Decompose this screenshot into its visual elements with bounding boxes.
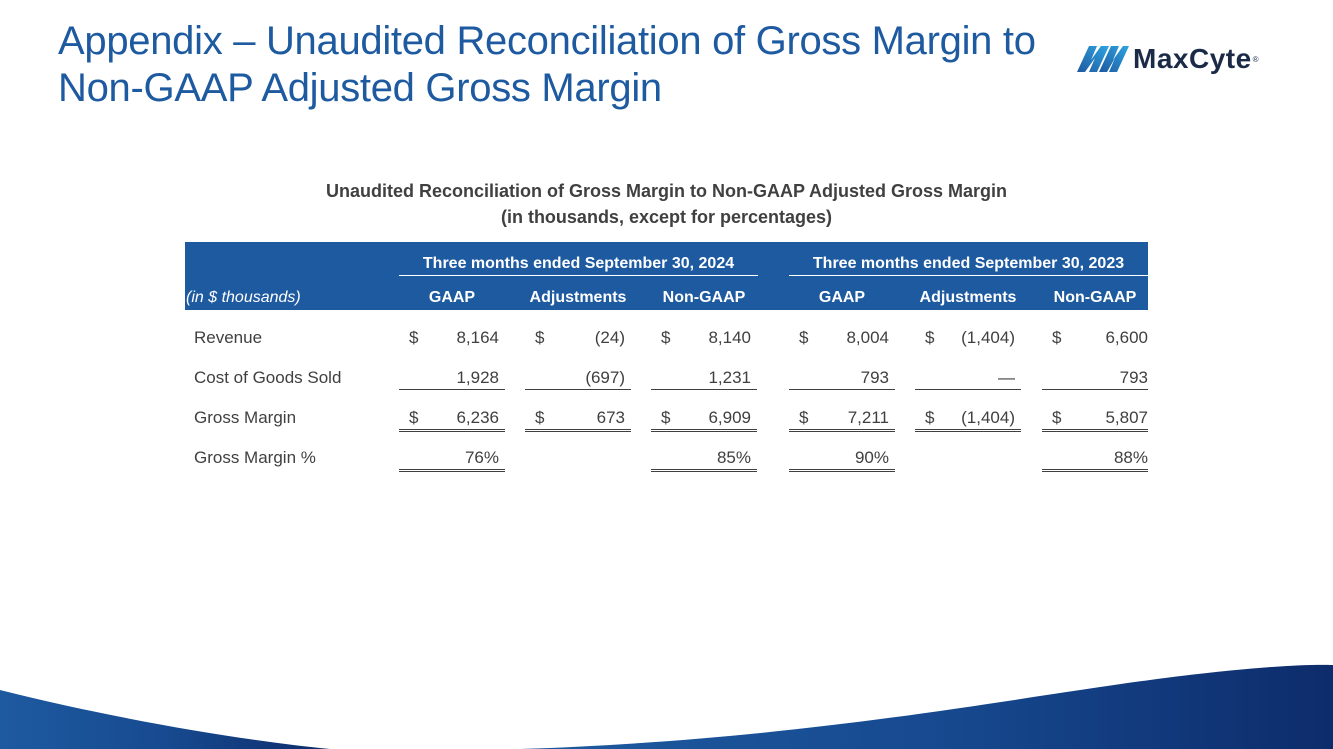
table-header-band [185, 242, 1148, 310]
table-cell: 85% [651, 447, 757, 472]
table-cell: 793 [789, 367, 895, 390]
units-label: (in $ thousands) [186, 289, 301, 306]
column-header-gaap-2023: GAAP [818, 289, 866, 306]
table-cell: $8,164 [409, 328, 499, 347]
table-cell: $6,236 [399, 407, 505, 432]
table-cell: 1,231 [651, 367, 757, 390]
maxcyte-logo-icon [1077, 46, 1129, 72]
table-caption-title: Unaudited Reconciliation of Gross Margin… [325, 181, 1008, 201]
maxcyte-logo: MaxCyte ® [1077, 42, 1259, 76]
table-cell: $8,004 [799, 328, 889, 347]
table-cell: $ (24) [535, 328, 625, 347]
period-header-2024: Three months ended September 30, 2024 [399, 254, 758, 276]
table-caption: Unaudited Reconciliation of Gross Margin… [185, 178, 1148, 230]
logo-wordmark: MaxCyte [1133, 43, 1252, 74]
table-cell [525, 447, 631, 469]
table-cell: $8,140 [661, 328, 751, 347]
table-cell: $673 [525, 407, 631, 432]
row-label-gross-margin: Gross Margin [194, 408, 297, 427]
table-cell: 88% [1042, 447, 1148, 472]
table-cell: $6,600 [1052, 328, 1148, 347]
column-header-adjustments-2024: Adjustments [529, 289, 627, 306]
table-cell: $7,211 [789, 407, 895, 432]
row-label-cost-of-goods-sold: Cost of Goods Sold [194, 368, 342, 387]
table-cell [915, 447, 1021, 469]
slide-title: Appendix – Unaudited Reconciliation of G… [58, 18, 1058, 112]
table-cell: $6,909 [651, 407, 757, 432]
table-cell: $ (1,404) [925, 328, 1015, 347]
table-cell: 1,928 [399, 367, 505, 390]
table-cell: — [915, 367, 1021, 390]
table-cell: 76% [399, 447, 505, 472]
column-header-adjustments-2023: Adjustments [919, 289, 1017, 306]
row-label-gross-margin-percent: Gross Margin % [194, 448, 316, 467]
table-cell: $ (1,404) [915, 407, 1021, 432]
row-label-revenue: Revenue [194, 328, 263, 347]
table-cell: 90% [789, 447, 895, 472]
table-cell: $5,807 [1042, 407, 1148, 432]
logo-registered-mark: ® [1252, 54, 1259, 64]
column-header-nongaap-2024: Non-GAAP [662, 289, 746, 306]
column-header-gaap-2024: GAAP [428, 289, 476, 306]
column-header-nongaap-2023: Non-GAAP [1053, 289, 1137, 306]
table-caption-subtitle: (in thousands, except for percentages) [500, 207, 833, 227]
period-header-2023: Three months ended September 30, 2023 [789, 254, 1148, 276]
table-cell: (697) [525, 367, 631, 390]
slide-title-line-1: Appendix – Unaudited Reconciliation of G… [58, 19, 1036, 63]
slide-title-line-2: Non-GAAP Adjusted Gross Margin [58, 66, 662, 110]
table-cell: 793 [1042, 367, 1148, 390]
